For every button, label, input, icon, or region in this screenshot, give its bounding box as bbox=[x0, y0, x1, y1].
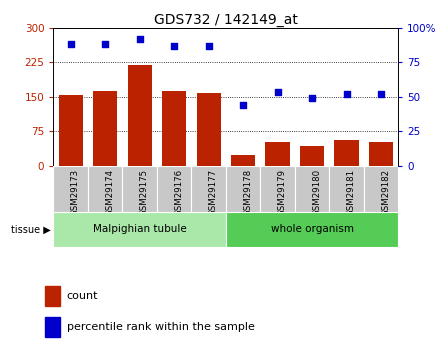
Bar bbox=[197, 93, 221, 166]
Point bbox=[205, 43, 212, 48]
Bar bbox=[162, 91, 186, 166]
Point bbox=[308, 95, 316, 101]
Bar bbox=[122, 166, 157, 212]
Bar bbox=[329, 166, 364, 212]
Text: GSM29173: GSM29173 bbox=[71, 169, 80, 216]
Text: GSM29179: GSM29179 bbox=[278, 169, 287, 216]
Bar bbox=[226, 166, 260, 212]
Text: percentile rank within the sample: percentile rank within the sample bbox=[67, 322, 255, 332]
Text: GSM29178: GSM29178 bbox=[243, 169, 252, 216]
Bar bbox=[44, 286, 60, 306]
Bar bbox=[191, 166, 226, 212]
Text: GSM29176: GSM29176 bbox=[174, 169, 183, 216]
Bar bbox=[59, 95, 83, 166]
Bar bbox=[364, 166, 398, 212]
Text: whole organism: whole organism bbox=[271, 225, 354, 234]
Point bbox=[274, 90, 281, 95]
Point bbox=[101, 41, 109, 47]
Text: GSM29181: GSM29181 bbox=[347, 169, 356, 216]
Bar bbox=[369, 142, 393, 166]
Point bbox=[136, 36, 143, 41]
Bar bbox=[128, 65, 152, 166]
Text: GSM29180: GSM29180 bbox=[312, 169, 321, 216]
Bar bbox=[53, 212, 226, 247]
Text: GSM29174: GSM29174 bbox=[105, 169, 114, 216]
Text: GSM29182: GSM29182 bbox=[381, 169, 390, 216]
Bar bbox=[295, 166, 329, 212]
Title: GDS732 / 142149_at: GDS732 / 142149_at bbox=[154, 12, 298, 27]
Bar bbox=[157, 166, 191, 212]
Bar bbox=[93, 91, 117, 166]
Text: Malpighian tubule: Malpighian tubule bbox=[93, 225, 186, 234]
Point bbox=[67, 41, 74, 47]
Bar bbox=[266, 142, 290, 166]
Bar bbox=[335, 140, 359, 166]
Point bbox=[170, 43, 178, 48]
Bar bbox=[44, 317, 60, 337]
Bar bbox=[300, 146, 324, 166]
Text: GSM29175: GSM29175 bbox=[140, 169, 149, 216]
Point bbox=[239, 102, 247, 108]
Bar bbox=[53, 166, 88, 212]
Bar bbox=[226, 212, 398, 247]
Text: GSM29177: GSM29177 bbox=[209, 169, 218, 216]
Text: count: count bbox=[67, 290, 98, 300]
Bar bbox=[260, 166, 295, 212]
Point bbox=[343, 91, 350, 97]
Point bbox=[377, 91, 384, 97]
Bar bbox=[88, 166, 122, 212]
Bar bbox=[231, 156, 255, 166]
Text: tissue ▶: tissue ▶ bbox=[11, 225, 51, 234]
